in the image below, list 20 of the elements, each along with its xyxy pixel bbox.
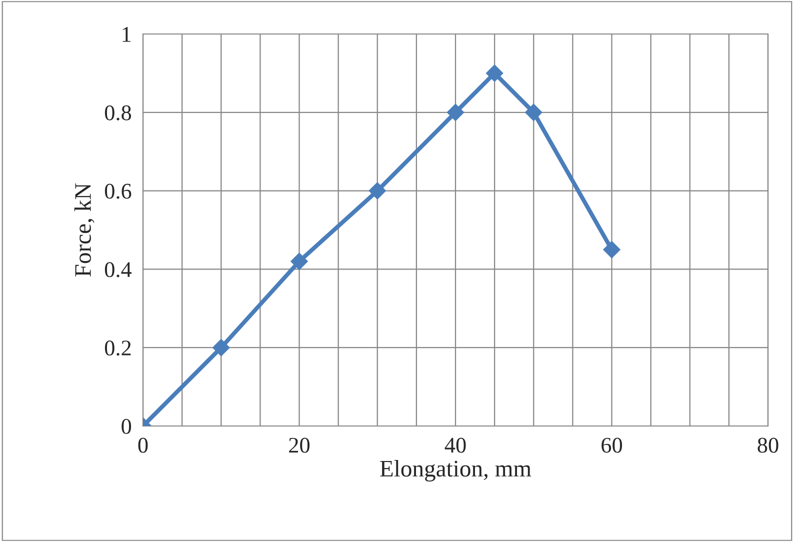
x-tick-label: 80 (758, 438, 778, 453)
x-tick-label: 40 (444, 438, 466, 453)
y-tick-label: 0.4 (104, 262, 132, 278)
y-tick-label: 0 (122, 418, 132, 434)
point (525, 104, 542, 121)
point (446, 104, 464, 121)
y-axis-title: Force, kN (74, 183, 94, 277)
y-tick-label: 0.8 (104, 105, 132, 120)
point (603, 241, 620, 258)
x-tick-label: 20 (289, 438, 310, 453)
y-tick-label: 0.2 (104, 340, 131, 356)
x-axis-title: Elongation, mm (380, 460, 532, 482)
point (368, 182, 386, 200)
point (212, 339, 230, 356)
x-tick-label: 0 (138, 438, 148, 453)
point (290, 252, 308, 270)
y-tick-label: 0.6 (104, 184, 132, 199)
point (486, 64, 504, 82)
x-tick-label: 60 (602, 438, 622, 453)
y-tick-label: 1 (122, 27, 131, 42)
